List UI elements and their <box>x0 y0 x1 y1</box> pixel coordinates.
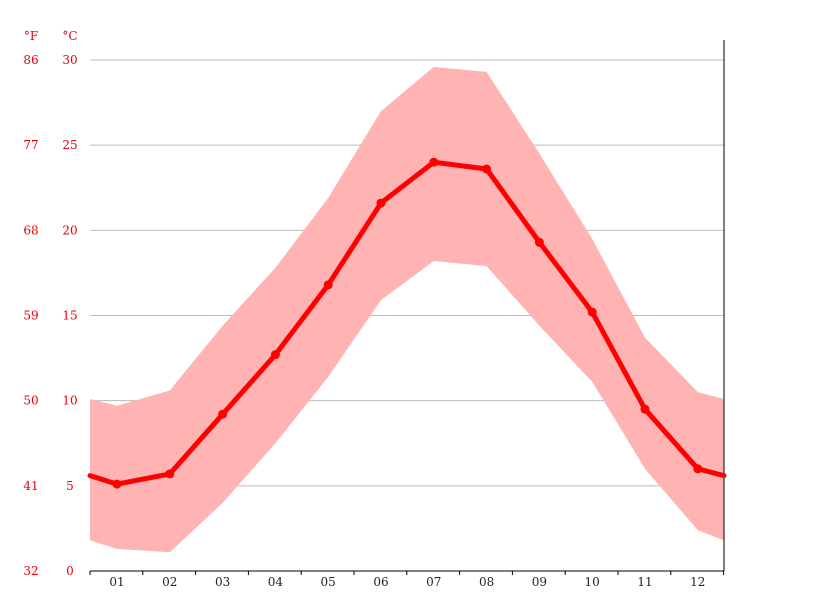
axes <box>89 40 725 575</box>
x-tick-label-09: 09 <box>532 575 547 589</box>
x-tick-label-02: 02 <box>162 575 177 589</box>
x-tick-label-10: 10 <box>585 575 600 589</box>
x-tick-label-03: 03 <box>215 575 230 589</box>
mean-point-10 <box>587 307 597 317</box>
mean-point-05 <box>323 280 333 290</box>
y-tick-label-fahrenheit: 32 <box>23 564 38 578</box>
y-tick-label-celsius: 0 <box>66 564 74 578</box>
min-max-range-band <box>90 66 724 553</box>
mean-point-08 <box>482 164 492 174</box>
x-tick-label-01: 01 <box>109 575 124 589</box>
y-tick-label-celsius: 15 <box>62 309 77 323</box>
y-tick-label-fahrenheit: 41 <box>23 479 38 493</box>
y-tick-label-fahrenheit: 86 <box>23 53 38 67</box>
y-tick-label-celsius: 10 <box>62 394 77 408</box>
min-max-band <box>90 66 724 553</box>
mean-point-02 <box>165 469 175 479</box>
y-tick-label-fahrenheit: 68 <box>23 223 38 237</box>
y-tick-labels: 32 0 41 5 50 10 59 15 68 20 77 25 86 30 <box>23 53 77 578</box>
x-tick-label-04: 04 <box>268 575 284 589</box>
mean-point-07 <box>429 157 439 167</box>
mean-points <box>112 157 703 489</box>
mean-point-03 <box>218 409 228 419</box>
y-tick-label-celsius: 5 <box>66 479 74 493</box>
fahrenheit-unit-label: °F <box>24 29 38 43</box>
x-tick-label-12: 12 <box>690 575 705 589</box>
mean-point-06 <box>376 198 386 208</box>
celsius-unit-label: °C <box>62 29 77 43</box>
x-tick-label-07: 07 <box>426 575 441 589</box>
y-tick-label-celsius: 25 <box>62 138 77 152</box>
x-tick-labels: 01 02 03 04 05 06 07 08 09 10 11 12 <box>109 575 705 589</box>
mean-point-04 <box>270 350 280 360</box>
mean-point-01 <box>112 479 122 489</box>
mean-point-11 <box>640 404 650 414</box>
x-tick-label-08: 08 <box>479 575 494 589</box>
mean-point-12 <box>693 464 703 474</box>
y-tick-label-fahrenheit: 59 <box>23 309 38 323</box>
x-tick-label-06: 06 <box>373 575 388 589</box>
y-tick-label-celsius: 20 <box>62 223 77 237</box>
y-tick-label-celsius: 30 <box>62 53 77 67</box>
y-tick-label-fahrenheit: 50 <box>23 394 38 408</box>
y-tick-label-fahrenheit: 77 <box>23 138 38 152</box>
x-tick-label-05: 05 <box>321 575 336 589</box>
mean-point-09 <box>534 237 544 247</box>
x-tick-label-11: 11 <box>637 575 652 589</box>
mean-line-group <box>87 159 727 487</box>
mean-temperature-line <box>87 159 727 487</box>
